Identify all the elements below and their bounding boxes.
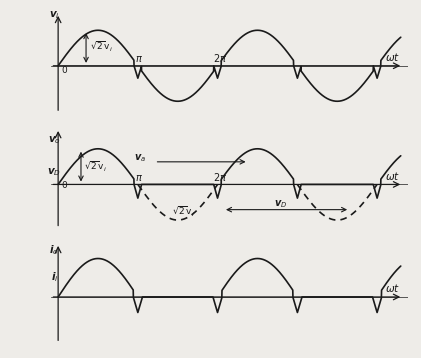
Text: $\omega t$: $\omega t$ bbox=[384, 51, 400, 63]
Text: 0: 0 bbox=[61, 67, 67, 76]
Text: $\sqrt{2}$v$_i$: $\sqrt{2}$v$_i$ bbox=[90, 40, 113, 54]
Text: $\pi$: $\pi$ bbox=[135, 54, 143, 64]
Text: $\pi$: $\pi$ bbox=[135, 173, 143, 183]
Text: 0: 0 bbox=[61, 181, 67, 190]
Text: $2\pi$: $2\pi$ bbox=[213, 171, 227, 183]
Text: $\sqrt{2}$v$_i$: $\sqrt{2}$v$_i$ bbox=[83, 160, 107, 174]
Text: $\sqrt{2}$v$_i$: $\sqrt{2}$v$_i$ bbox=[172, 205, 195, 219]
Text: i$_i$: i$_i$ bbox=[51, 270, 58, 284]
Text: v$_D$: v$_D$ bbox=[47, 166, 61, 178]
Text: v$_a$: v$_a$ bbox=[134, 153, 147, 164]
Text: v$_i$: v$_i$ bbox=[49, 9, 60, 21]
Text: $\omega t$: $\omega t$ bbox=[384, 282, 400, 295]
Text: v$_D$: v$_D$ bbox=[274, 198, 287, 210]
Text: i$_o$: i$_o$ bbox=[49, 243, 59, 257]
Text: $2\pi$: $2\pi$ bbox=[213, 52, 227, 64]
Text: $\omega t$: $\omega t$ bbox=[384, 170, 400, 182]
Text: v$_o$: v$_o$ bbox=[48, 134, 61, 146]
